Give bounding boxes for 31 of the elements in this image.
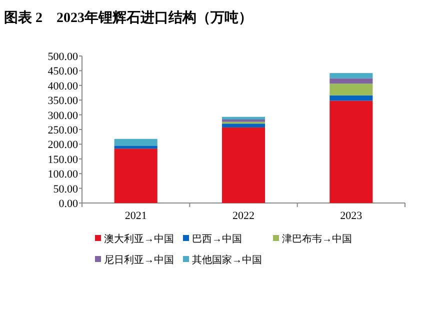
legend-label: 津巴布韦→中国 (282, 233, 352, 245)
y-tick-label: 150.00 (48, 154, 78, 166)
bar (222, 127, 266, 203)
bar (330, 78, 373, 84)
bar (330, 100, 373, 203)
bar (222, 124, 266, 128)
legend-label: 其他国家→中国 (192, 254, 262, 266)
bar (114, 148, 158, 203)
y-tick-label: 500.00 (48, 51, 78, 63)
bar (114, 146, 158, 149)
legend-label: 澳大利亚→中国 (104, 233, 174, 245)
bar (330, 73, 373, 78)
y-tick-label: 350.00 (48, 95, 78, 108)
x-tick-label: 2023 (340, 210, 363, 222)
chart-title: 图表 2 2023年锂辉石进口结构（万吨） (4, 10, 252, 26)
y-tick-label: 50.00 (53, 183, 78, 196)
y-tick-label: 0.00 (58, 198, 78, 210)
bar (330, 84, 373, 96)
x-tick-label: 2021 (124, 210, 147, 222)
bar (222, 116, 266, 120)
bar (114, 138, 158, 146)
y-tick-label: 300.00 (48, 110, 78, 122)
y-tick-label: 450.00 (48, 66, 78, 78)
bar (330, 95, 373, 101)
y-tick-label: 200.00 (48, 139, 78, 152)
y-tick-label: 100.00 (48, 168, 78, 181)
legend-label: 巴西→中国 (192, 233, 242, 245)
legend-label: 尼日利亚→中国 (104, 254, 174, 266)
y-tick-label: 400.00 (48, 80, 78, 92)
x-tick-label: 2022 (232, 210, 254, 222)
y-tick-label: 250.00 (48, 124, 78, 136)
